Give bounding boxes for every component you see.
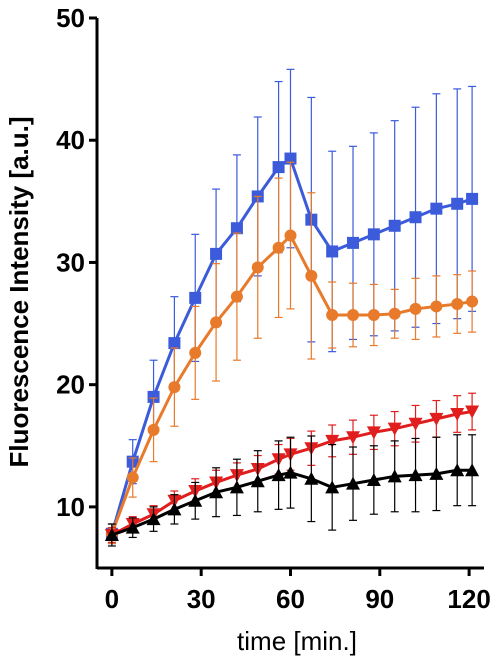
data-point-square xyxy=(272,161,285,174)
x-tick-label: 30 xyxy=(187,584,216,614)
data-point-triangle-up xyxy=(283,465,298,479)
data-point-circle xyxy=(430,300,443,313)
data-point-square xyxy=(347,236,360,249)
series-line xyxy=(110,234,473,535)
data-point-triangle-up xyxy=(229,480,244,494)
data-point-triangle-up xyxy=(209,485,224,499)
data-point-square xyxy=(388,219,401,232)
data-point-triangle-down xyxy=(429,412,444,426)
y-tick-label: 30 xyxy=(56,247,85,277)
data-point-triangle-down xyxy=(450,408,465,421)
data-point-triangle-up xyxy=(450,463,465,477)
data-point-triangle-down xyxy=(325,434,340,448)
x-tick-label: 90 xyxy=(365,584,394,614)
data-point-circle xyxy=(147,423,160,436)
data-point-triangle-up xyxy=(346,476,361,490)
data-point-square xyxy=(409,211,422,224)
data-point-circle xyxy=(388,307,401,320)
series-4 xyxy=(104,434,480,547)
x-axis-title: time [min.] xyxy=(237,626,357,656)
data-point-triangle-up xyxy=(167,502,182,516)
data-point-square xyxy=(189,291,202,304)
x-tick-label: 0 xyxy=(105,584,119,614)
data-point-triangle-down xyxy=(366,426,381,440)
data-point-triangle-down xyxy=(465,405,480,419)
data-point-square xyxy=(430,202,443,215)
data-point-square xyxy=(210,247,223,260)
data-point-triangle-up xyxy=(250,474,265,488)
data-point-circle xyxy=(251,261,264,274)
data-point-triangle-up xyxy=(387,469,402,483)
data-point-triangle-up xyxy=(465,463,480,477)
data-point-triangle-up xyxy=(188,493,203,507)
series-2 xyxy=(105,161,479,545)
series-layer xyxy=(104,68,480,547)
data-point-triangle-down xyxy=(346,431,361,445)
data-point-triangle-up xyxy=(271,468,286,482)
y-axis-title: Fluorescence Intensity [a.u.] xyxy=(4,116,34,467)
data-point-circle xyxy=(189,346,202,359)
data-point-circle xyxy=(284,229,297,242)
data-point-circle xyxy=(272,241,285,254)
data-point-circle xyxy=(409,302,422,315)
data-point-circle xyxy=(466,295,479,308)
data-point-triangle-up xyxy=(408,468,423,482)
x-tick-label: 60 xyxy=(276,584,305,614)
data-point-square xyxy=(168,337,181,350)
data-point-triangle-down xyxy=(408,417,423,431)
data-point-circle xyxy=(126,471,139,484)
data-point-triangle-up xyxy=(366,473,381,486)
y-tick-label: 20 xyxy=(56,370,85,400)
data-point-square xyxy=(284,152,297,165)
data-point-triangle-up xyxy=(146,512,161,526)
data-point-square xyxy=(147,390,160,403)
data-point-triangle-up xyxy=(125,520,140,534)
data-point-circle xyxy=(326,309,339,321)
data-point-triangle-up xyxy=(304,471,319,485)
y-tick-label: 50 xyxy=(56,3,85,33)
ticks-layer: 10 20 30 40 50 0 30 60 90 120 xyxy=(56,3,491,614)
data-point-square xyxy=(466,192,479,205)
data-point-triangle-up xyxy=(325,480,340,494)
data-point-circle xyxy=(451,298,464,310)
data-point-square xyxy=(230,222,243,235)
data-point-triangle-up xyxy=(429,466,444,480)
data-point-square xyxy=(367,228,380,241)
x-tick-label: 120 xyxy=(447,584,490,614)
y-tick-label: 40 xyxy=(56,125,85,155)
data-point-triangle-up xyxy=(104,528,119,541)
data-point-triangle-down xyxy=(387,422,402,436)
data-point-circle xyxy=(305,269,318,282)
data-point-circle xyxy=(210,316,223,329)
data-point-circle xyxy=(230,290,243,303)
data-point-circle xyxy=(168,381,181,394)
data-point-square xyxy=(451,197,464,210)
y-tick-label: 10 xyxy=(56,492,85,522)
data-point-circle xyxy=(367,309,380,321)
data-point-circle xyxy=(347,309,360,321)
data-point-square xyxy=(326,245,339,258)
